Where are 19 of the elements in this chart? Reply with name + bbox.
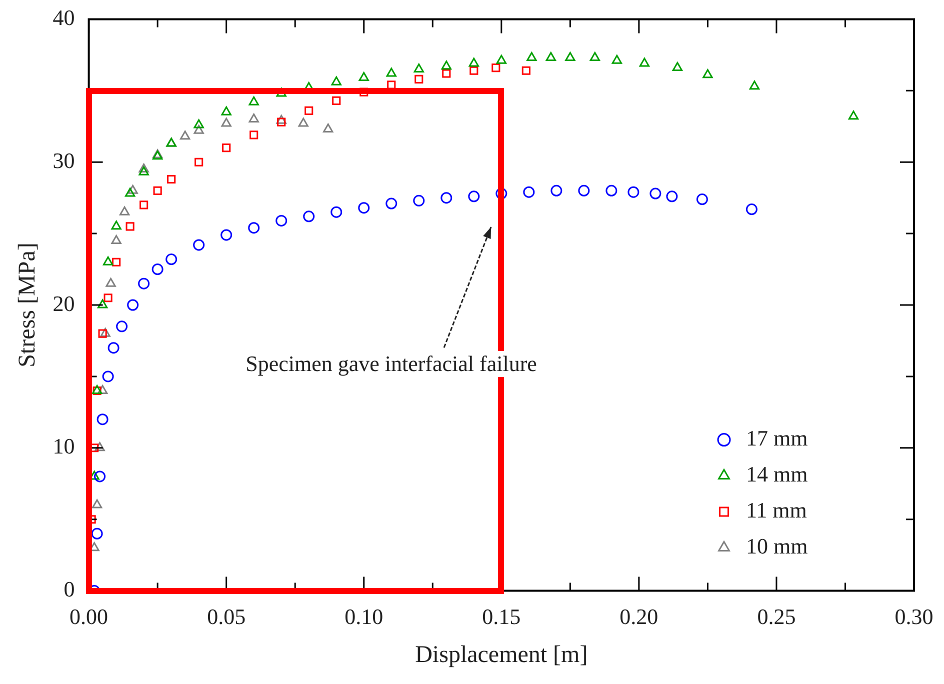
- x-tick-label: 0.15: [482, 604, 521, 629]
- y-axis-title: Stress [MPa]: [14, 242, 41, 368]
- annotation: Specimen gave interfacial failure: [246, 351, 537, 378]
- x-tick-label: 0.25: [757, 604, 796, 629]
- legend-label: 14 mm: [746, 462, 808, 487]
- y-tick-label: 10: [52, 434, 75, 459]
- x-tick-label: 0.10: [344, 604, 384, 629]
- y-tick-label: 20: [52, 290, 75, 316]
- x-tick-label: 0.05: [207, 604, 246, 629]
- x-tick-label: 0.00: [70, 604, 108, 629]
- y-tick-label: 40: [52, 4, 75, 30]
- x-axis-title: Displacement [m]: [415, 642, 588, 668]
- y-tick-label: 0: [64, 576, 75, 602]
- x-tick-label: 0.30: [894, 604, 934, 629]
- x-tick-label: 0.20: [620, 604, 658, 629]
- legend-label: 11 mm: [746, 498, 807, 523]
- y-tick-label: 30: [52, 148, 75, 173]
- legend-label: 10 mm: [746, 534, 808, 559]
- legend-label: 17 mm: [746, 426, 808, 451]
